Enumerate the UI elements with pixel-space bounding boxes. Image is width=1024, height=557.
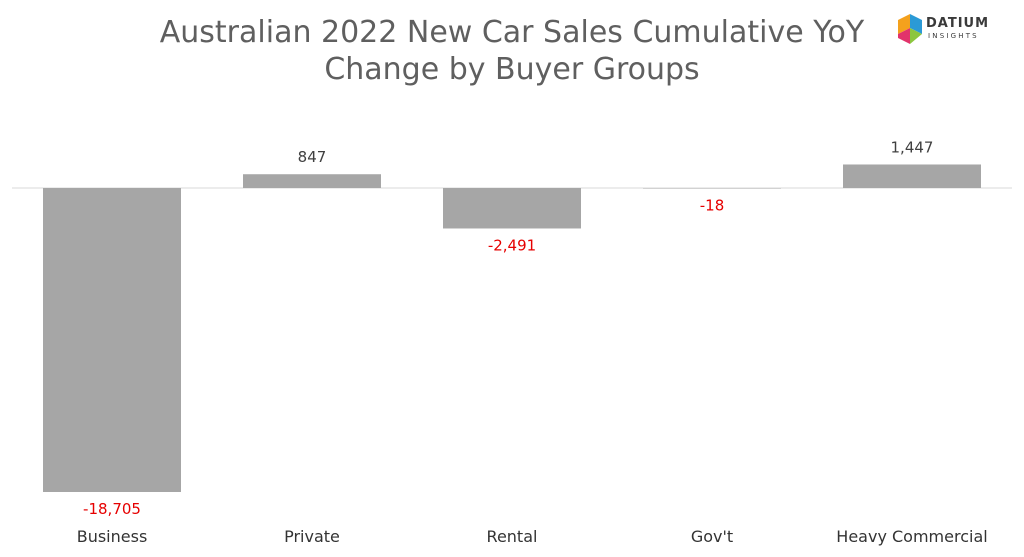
chart-title: Australian 2022 New Car Sales Cumulative… bbox=[0, 14, 1024, 88]
value-label: -2,491 bbox=[488, 236, 536, 254]
value-label: -18,705 bbox=[83, 500, 141, 518]
datium-logo-mark-icon bbox=[898, 14, 922, 44]
value-label: 847 bbox=[298, 148, 327, 166]
datium-logo: DATIUM INSIGHTS bbox=[896, 12, 1016, 52]
bar-rental bbox=[443, 188, 581, 229]
category-label: Business bbox=[77, 527, 148, 546]
category-label: Heavy Commercial bbox=[836, 527, 987, 546]
value-label: -18 bbox=[700, 196, 725, 214]
bar-private bbox=[243, 174, 381, 188]
logo-tagline: INSIGHTS bbox=[928, 32, 979, 40]
category-labels-group: Business Private Rental Gov't Heavy Commerci… bbox=[77, 527, 988, 546]
category-label: Gov't bbox=[691, 527, 733, 546]
value-labels-group: -18,705 847 -2,491 -18 1,447 bbox=[83, 138, 933, 518]
logo-brand: DATIUM bbox=[926, 16, 990, 31]
category-label: Rental bbox=[487, 527, 538, 546]
bar-business bbox=[43, 188, 181, 492]
value-label: 1,447 bbox=[891, 138, 934, 156]
bars-group bbox=[43, 164, 981, 492]
chart-title-line-1: Australian 2022 New Car Sales Cumulative… bbox=[159, 15, 865, 50]
chart-title-line-2: Change by Buyer Groups bbox=[324, 52, 700, 87]
bar-heavy-commercial bbox=[843, 164, 981, 188]
bar-gov-t bbox=[643, 188, 781, 189]
category-label: Private bbox=[284, 527, 340, 546]
